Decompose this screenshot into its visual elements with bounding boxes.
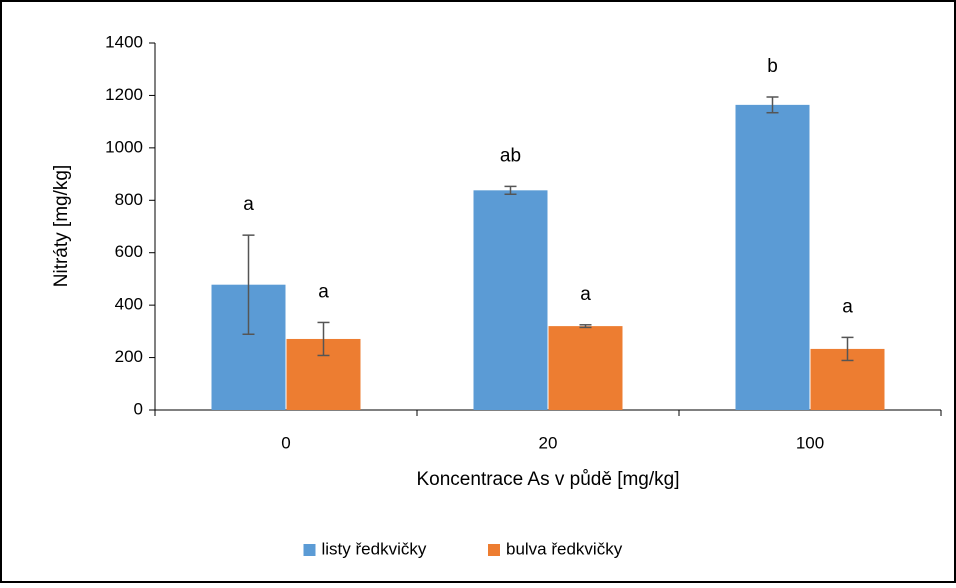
bar [473,190,548,410]
x-axis-label: Koncentrace As v půdě [mg/kg] [417,469,680,490]
significance-letter: ab [500,145,521,166]
legend-swatch [488,544,500,556]
y-axis-label: Nitráty [mg/kg] [51,165,72,287]
x-tick-label: 0 [281,433,290,452]
x-tick-label: 20 [539,433,558,452]
significance-letter: b [767,56,778,77]
y-tick-label: 400 [115,295,143,314]
bar [735,104,810,410]
y-tick-label: 1000 [105,137,143,156]
y-tick-label: 1200 [105,85,143,104]
bar [548,326,623,410]
x-tick-label: 100 [796,433,824,452]
y-tick-label: 0 [134,399,143,418]
significance-letter: a [580,284,591,305]
legend-swatch [303,544,316,556]
legend-label: listy ředkvičky [322,539,427,558]
y-tick-label: 200 [115,347,143,366]
y-tick-label: 1400 [105,32,143,51]
y-tick-label: 600 [115,242,143,261]
significance-letter: a [842,296,853,317]
y-tick-label: 800 [115,190,143,209]
legend-label: bulva ředkvičky [506,539,623,558]
significance-letter: a [318,281,329,302]
significance-letter: a [243,194,254,215]
